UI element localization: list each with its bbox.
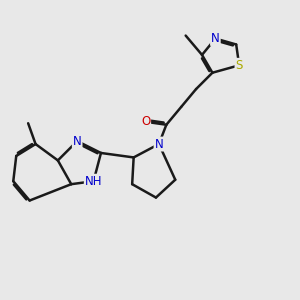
Text: N: N bbox=[154, 138, 163, 151]
Text: O: O bbox=[141, 115, 150, 128]
Text: S: S bbox=[236, 59, 243, 72]
Text: N: N bbox=[73, 135, 82, 148]
Text: NH: NH bbox=[85, 175, 102, 188]
Text: N: N bbox=[211, 32, 220, 45]
